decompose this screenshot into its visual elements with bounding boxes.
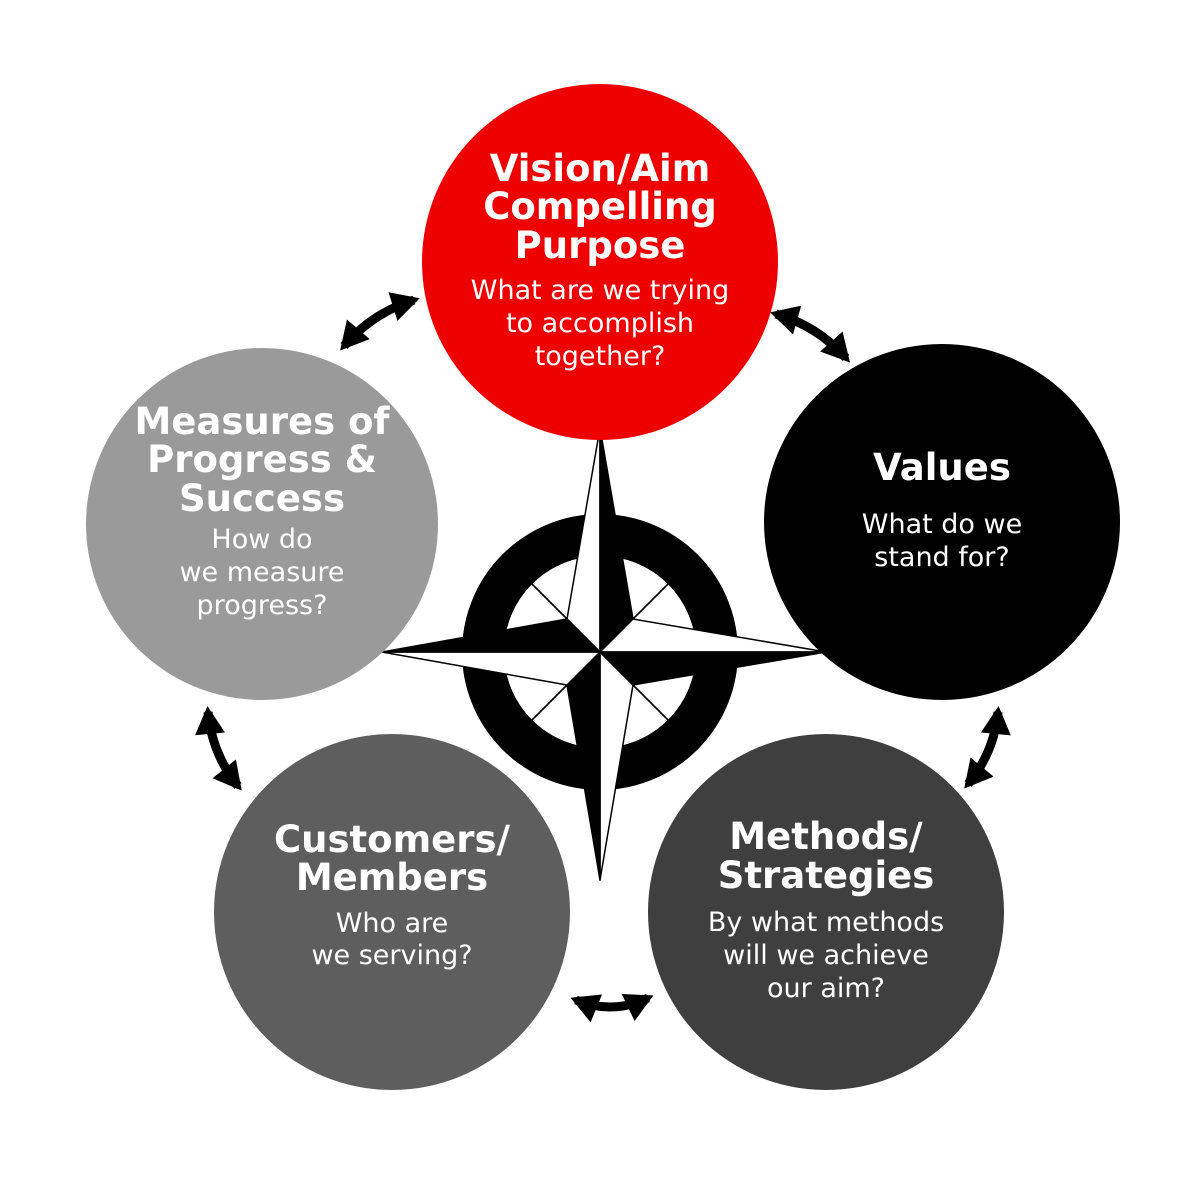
arrow-customers-methods bbox=[570, 993, 654, 1023]
arrowhead bbox=[980, 706, 1011, 736]
arrowhead bbox=[340, 319, 370, 351]
question-line: will we achieve bbox=[723, 940, 929, 971]
measures-circle: Measures of Progress & Success How do we… bbox=[86, 348, 438, 700]
title-line: Members bbox=[295, 856, 489, 900]
question-line: we serving? bbox=[311, 940, 473, 972]
title-line: Customers/ bbox=[273, 817, 511, 861]
question-line: What do we bbox=[861, 509, 1023, 541]
title-line: Progress & bbox=[147, 438, 377, 482]
question-line: How do bbox=[211, 524, 313, 556]
customers-members-title: Customers/ Members bbox=[273, 817, 511, 900]
methods-strategies-question: By what methods will we achieve our aim? bbox=[708, 907, 944, 1006]
title-line: Compelling bbox=[483, 185, 717, 229]
arrowhead bbox=[570, 994, 603, 1023]
question-line: to accomplish bbox=[505, 308, 695, 340]
compass-point-half bbox=[381, 618, 601, 653]
question-line: What are we trying bbox=[470, 275, 730, 307]
arrowhead bbox=[770, 305, 802, 335]
compass-point-south bbox=[566, 651, 634, 881]
title-line: Purpose bbox=[514, 223, 686, 267]
question-line: Who are bbox=[335, 907, 449, 939]
question-line: By what methods bbox=[707, 907, 945, 939]
title-line: Methods/ bbox=[729, 815, 923, 859]
question-line: we measure bbox=[179, 557, 345, 589]
title-line: Values bbox=[873, 445, 1011, 489]
vision-aim-question: What are we trying to accomplish togethe… bbox=[471, 275, 729, 374]
methods-strategies-circle: Methods/ Strategies By what methods will… bbox=[648, 734, 1004, 1090]
methods-strategies-title: Methods/ Strategies bbox=[717, 815, 935, 897]
vision-aim-title: Vision/Aim Compelling Purpose bbox=[483, 146, 717, 267]
measures-question: How do we measure progress? bbox=[179, 524, 344, 623]
arrowhead bbox=[621, 993, 654, 1022]
values-circle: Values What do we stand for? bbox=[764, 344, 1120, 700]
arrowhead bbox=[195, 706, 225, 736]
compass-point-west bbox=[381, 618, 601, 686]
arrowhead bbox=[820, 331, 850, 363]
customers-members-question: Who are we serving? bbox=[311, 908, 472, 974]
question-line: together? bbox=[534, 341, 666, 373]
arrow-vision-values bbox=[770, 305, 850, 363]
title-line: Strategies bbox=[717, 853, 935, 897]
values-question: What do we stand for? bbox=[862, 509, 1022, 575]
title-line: Vision/Aim bbox=[489, 146, 711, 190]
arrow-measures-customers bbox=[195, 706, 242, 791]
question-line: our aim? bbox=[767, 972, 885, 1004]
arrow-vision-measures bbox=[340, 292, 420, 351]
arrowhead bbox=[388, 292, 420, 321]
values-title: Values bbox=[873, 445, 1011, 489]
customers-members-circle: Customers/ Members Who are we serving? bbox=[214, 734, 570, 1090]
vision-aim-circle: Vision/Aim Compelling Purpose What are w… bbox=[422, 84, 778, 440]
compass-point-half bbox=[599, 651, 827, 686]
compass-rose-icon bbox=[381, 427, 827, 881]
question-line: stand for? bbox=[874, 542, 1010, 574]
title-line: Measures of bbox=[134, 399, 390, 443]
measures-title: Measures of Progress & Success bbox=[134, 399, 390, 520]
arrow-values-methods bbox=[964, 706, 1011, 789]
compass-point-east bbox=[599, 618, 827, 686]
arrowhead bbox=[212, 759, 242, 791]
question-line: progress? bbox=[196, 590, 328, 622]
arrowhead bbox=[964, 757, 994, 789]
title-line: Success bbox=[178, 476, 345, 520]
